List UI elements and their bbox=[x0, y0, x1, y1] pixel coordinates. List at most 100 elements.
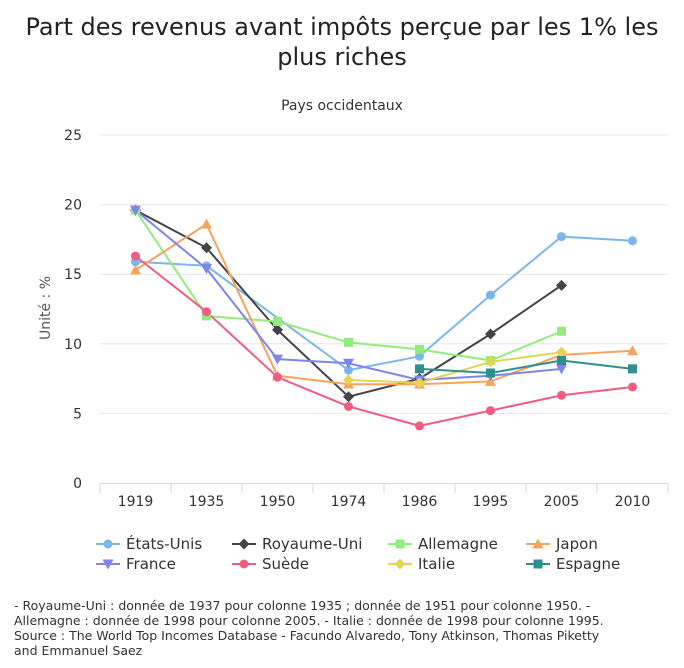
legend-symbol bbox=[96, 539, 120, 549]
data-point-series-5[interactable] bbox=[486, 406, 495, 416]
data-point-series-6[interactable] bbox=[485, 356, 496, 368]
line-chart: 0 5 10 15 20 25 1919 1935 1950 1974 1986 1995 2005 2… bbox=[38, 128, 669, 510]
series-line-series-0 bbox=[135, 235, 633, 372]
data-point-series-0[interactable] bbox=[415, 351, 424, 361]
data-point-series-4[interactable] bbox=[272, 354, 283, 365]
data-point-series-5[interactable] bbox=[202, 307, 211, 317]
y-tick-label: 0 bbox=[73, 476, 82, 492]
legend-label: Italie bbox=[418, 555, 456, 573]
footnote: - Royaume-Uni : donnée de 1937 pour colo… bbox=[14, 598, 678, 658]
x-tick-label: 1974 bbox=[331, 494, 367, 510]
legend-symbol bbox=[232, 559, 256, 569]
data-point-series-1[interactable] bbox=[201, 242, 212, 254]
data-point-series-0[interactable] bbox=[628, 236, 637, 246]
footnote-line-4: and Emmanuel Saez bbox=[14, 643, 143, 658]
data-point-series-1[interactable] bbox=[556, 279, 567, 291]
data-point-series-5[interactable] bbox=[628, 382, 637, 392]
legend-marker bbox=[532, 538, 544, 549]
legend-marker bbox=[102, 559, 114, 570]
data-point-series-4[interactable] bbox=[556, 364, 567, 375]
data-point-series-0[interactable] bbox=[557, 232, 566, 242]
chart-subtitle: Pays occidentaux bbox=[281, 98, 403, 114]
x-tick-label: 1995 bbox=[473, 494, 509, 510]
data-point-series-3[interactable] bbox=[627, 345, 638, 356]
y-axis-label: Unité : % bbox=[38, 276, 54, 340]
legend-item[interactable]: Suède bbox=[232, 554, 309, 574]
data-point-series-2[interactable] bbox=[415, 344, 424, 354]
legend-item[interactable]: États-Unis bbox=[96, 534, 202, 554]
legend-label: France bbox=[126, 555, 176, 573]
x-tick-label: 2005 bbox=[544, 494, 580, 510]
data-point-series-6[interactable] bbox=[556, 346, 567, 358]
data-point-series-4[interactable] bbox=[343, 358, 354, 369]
legend-symbol bbox=[232, 538, 256, 550]
legend-symbol bbox=[526, 559, 550, 569]
y-axis: 0 5 10 15 20 25 bbox=[64, 128, 82, 492]
legend-symbol bbox=[388, 539, 412, 549]
data-point-series-7[interactable] bbox=[486, 368, 495, 378]
legend-marker bbox=[533, 559, 543, 569]
legend-symbol bbox=[388, 558, 412, 570]
data-point-series-6[interactable] bbox=[414, 377, 425, 389]
data-point-series-3[interactable] bbox=[130, 264, 141, 275]
data-point-series-5[interactable] bbox=[131, 251, 140, 261]
footnote-line-3: Source : The World Top Incomes Database … bbox=[14, 628, 600, 643]
y-tick-label: 10 bbox=[64, 337, 82, 353]
legend-symbol bbox=[96, 559, 120, 570]
data-point-series-0[interactable] bbox=[344, 365, 353, 375]
data-point-series-2[interactable] bbox=[557, 326, 566, 336]
y-tick-label: 5 bbox=[73, 406, 82, 422]
chart-title: Part des revenus avant impôts perçue par… bbox=[25, 13, 659, 71]
x-tick-label: 1950 bbox=[260, 494, 296, 510]
data-point-series-0[interactable] bbox=[486, 290, 495, 300]
x-axis: 1919 1935 1950 1974 1986 1995 2005 2010 bbox=[99, 483, 669, 510]
legend-symbol bbox=[526, 538, 550, 549]
data-point-series-5[interactable] bbox=[273, 372, 282, 382]
legend-item[interactable]: Italie bbox=[388, 554, 455, 574]
footnote-line-1: - Royaume-Uni : donnée de 1937 pour colo… bbox=[14, 598, 591, 613]
data-point-series-1[interactable] bbox=[272, 324, 283, 336]
data-point-series-1[interactable] bbox=[343, 391, 354, 403]
legend-marker bbox=[103, 539, 113, 549]
legend-marker bbox=[395, 539, 405, 549]
legend-item[interactable]: Royaume-Uni bbox=[232, 534, 362, 554]
data-point-series-2[interactable] bbox=[273, 317, 282, 327]
data-point-series-6[interactable] bbox=[343, 374, 354, 386]
x-tick-label: 1935 bbox=[189, 494, 225, 510]
legend-marker bbox=[238, 538, 250, 550]
data-point-series-7[interactable] bbox=[415, 364, 424, 374]
legend-item[interactable]: France bbox=[96, 554, 176, 574]
data-point-series-5[interactable] bbox=[415, 421, 424, 431]
data-point-series-7[interactable] bbox=[628, 364, 637, 374]
legend-label: Japon bbox=[556, 535, 598, 553]
legend-item[interactable]: Espagne bbox=[526, 554, 620, 574]
grid-lines bbox=[100, 134, 668, 414]
series-line-series-6 bbox=[348, 351, 562, 384]
data-point-series-5[interactable] bbox=[557, 390, 566, 400]
legend-label: Royaume-Uni bbox=[262, 535, 363, 553]
series-line-series-3 bbox=[134, 223, 633, 386]
data-point-series-4[interactable] bbox=[201, 264, 212, 275]
data-point-series-2[interactable] bbox=[344, 337, 353, 347]
data-point-series-7[interactable] bbox=[557, 356, 566, 366]
y-tick-label: 15 bbox=[64, 267, 82, 283]
legend-label: États-Unis bbox=[126, 535, 203, 553]
series-line-series-4 bbox=[134, 209, 562, 381]
data-point-series-1[interactable] bbox=[485, 328, 496, 340]
data-point-series-5[interactable] bbox=[344, 401, 353, 411]
footnote-line-2: Allemagne : donnée de 1998 pour colonne … bbox=[14, 613, 604, 628]
series-line-series-7 bbox=[419, 359, 633, 374]
data-point-series-4[interactable] bbox=[130, 205, 141, 216]
data-point-series-3[interactable] bbox=[201, 218, 212, 229]
legend-item[interactable]: Allemagne bbox=[388, 534, 498, 554]
legend-label: Espagne bbox=[556, 555, 621, 573]
x-tick-label: 1919 bbox=[118, 494, 154, 510]
x-tick-label: 2010 bbox=[615, 494, 651, 510]
legend-item[interactable]: Japon bbox=[526, 534, 598, 554]
legend-label: Allemagne bbox=[418, 535, 498, 553]
legend-marker bbox=[239, 559, 249, 569]
x-tick-label: 1986 bbox=[402, 494, 438, 510]
y-tick-label: 25 bbox=[64, 128, 82, 144]
y-tick-label: 20 bbox=[64, 198, 82, 214]
legend-marker bbox=[394, 558, 406, 570]
